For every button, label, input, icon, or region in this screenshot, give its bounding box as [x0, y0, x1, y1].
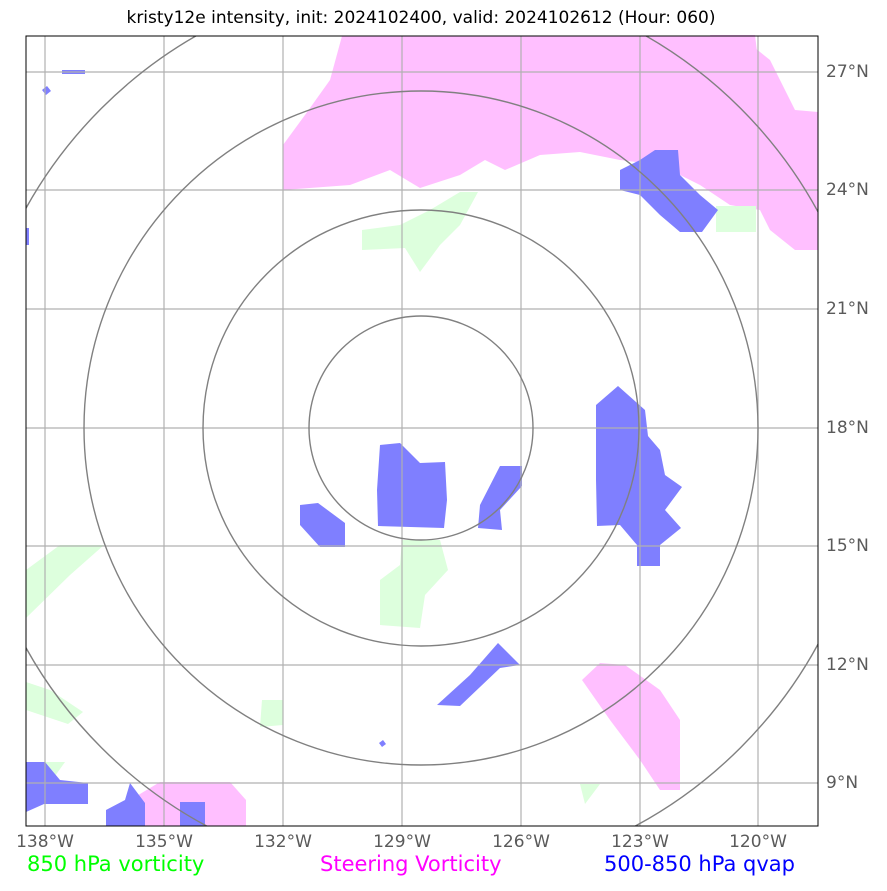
x-tick-label: 123°W — [611, 832, 669, 852]
range-ring-1 — [308, 315, 534, 541]
vort850-region-center — [380, 540, 448, 628]
qvap-region-center-east — [478, 466, 522, 530]
y-tick-label: 9°N — [826, 773, 859, 793]
legend-qvap: 500-850 hPa qvap — [604, 852, 795, 876]
map-frame — [25, 35, 819, 827]
qvap-region-sw-a — [26, 762, 88, 812]
range-rings — [26, 36, 818, 826]
qvap-region-sw-c — [180, 802, 205, 826]
y-tick-label: 15°N — [826, 536, 869, 556]
vort850-region-east — [716, 206, 756, 232]
vort850-region-west-low — [26, 682, 83, 724]
vort850-region-small — [260, 700, 283, 727]
vort850-region-west — [26, 545, 104, 618]
qvap-region-west-edge — [26, 228, 29, 245]
qvap-region-nw-dot — [42, 86, 51, 95]
y-tick-label: 24°N — [826, 180, 869, 200]
x-tick-label: 138°W — [16, 832, 74, 852]
steering-region-north — [283, 36, 818, 250]
x-tick-label: 120°W — [729, 832, 787, 852]
steering-region-east-pocket — [710, 35, 758, 70]
vort850-region-south — [580, 784, 600, 804]
legend-steering-vorticity: Steering Vorticity — [320, 852, 502, 876]
qvap-region-sw-b — [106, 783, 145, 826]
qvap-region-center — [377, 443, 447, 528]
x-tick-label: 129°W — [373, 832, 431, 852]
x-tick-label: 126°W — [492, 832, 550, 852]
y-tick-label: 21°N — [826, 299, 869, 319]
y-tick-label: 27°N — [826, 62, 869, 82]
legend-850-vorticity: 850 hPa vorticity — [27, 852, 205, 876]
vort850-region-north — [362, 192, 478, 272]
range-ring-3 — [83, 90, 759, 766]
steering-region-southeast — [582, 663, 680, 790]
x-tick-label: 132°W — [254, 832, 312, 852]
map-title: kristy12e intensity, init: 2024102400, v… — [126, 8, 716, 28]
qvap-region-south — [437, 643, 520, 706]
qvap-region-northeast — [620, 150, 718, 232]
y-tick-label: 18°N — [826, 418, 869, 438]
qvap-region-west — [300, 503, 345, 547]
x-tick-label: 135°W — [135, 832, 193, 852]
y-tick-label: 12°N — [826, 655, 869, 675]
qvap-region-dot-south — [379, 740, 386, 747]
range-ring-2 — [202, 209, 640, 647]
